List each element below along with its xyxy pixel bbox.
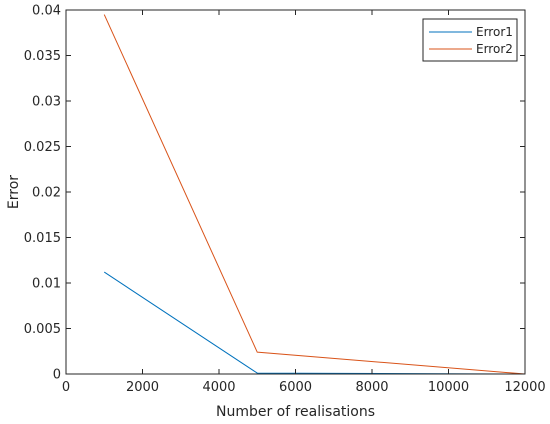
y-tick-label: 0.02 xyxy=(32,186,61,201)
x-tick-label: 4000 xyxy=(202,380,235,395)
ticks-layer: 0 2000 4000 6000 8000 10000 12000 0 0.005 0.01 0.0… xyxy=(24,4,546,396)
legend-label-error1: Error1 xyxy=(476,25,513,39)
x-tick-label: 10000 xyxy=(428,380,469,395)
x-tick-label: 12000 xyxy=(504,380,545,395)
legend: Error1 Error2 xyxy=(422,18,518,62)
plot-area-frame xyxy=(65,9,526,375)
x-tick-label: 8000 xyxy=(355,380,388,395)
x-axis-label: Number of realisations xyxy=(216,404,375,420)
x-tick-label: 2000 xyxy=(126,380,159,395)
y-tick-label: 0.005 xyxy=(24,322,61,337)
series-line-error2 xyxy=(103,14,526,375)
x-tick-label: 0 xyxy=(62,380,70,395)
y-tick-label: 0.035 xyxy=(24,49,61,64)
y-tick-label: 0.01 xyxy=(32,277,61,292)
plot-area-background xyxy=(66,10,525,374)
y-tick-label: 0.025 xyxy=(24,140,61,155)
legend-label-error2: Error2 xyxy=(476,42,513,56)
y-tick-label: 0.03 xyxy=(32,95,61,110)
y-tick-label: 0 xyxy=(53,368,61,383)
x-tick-label: 6000 xyxy=(279,380,312,395)
legend-box xyxy=(422,18,518,62)
y-tick-label: 0.04 xyxy=(32,4,61,19)
y-axis-label: Error xyxy=(6,175,22,209)
y-tick-label: 0.015 xyxy=(24,231,61,246)
